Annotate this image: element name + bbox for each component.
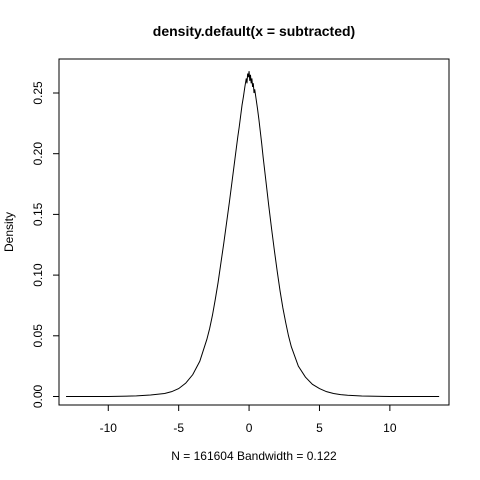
x-tick-label: -10 [100, 421, 118, 435]
x-tick-label: 10 [383, 421, 397, 435]
y-axis-label: Density [2, 212, 16, 252]
plot-frame [58, 58, 450, 406]
y-tick-label: 0.10 [31, 263, 45, 287]
y-tick-label: 0.20 [31, 142, 45, 166]
y-tick-label: 0.25 [31, 81, 45, 105]
x-tick-label: -5 [173, 421, 184, 435]
y-tick-label: 0.15 [31, 202, 45, 226]
y-axis: 0.00 0.05 0.10 0.15 0.20 0.25 [31, 81, 60, 408]
y-tick-label: 0.05 [31, 324, 45, 348]
y-tick-label: 0.00 [31, 384, 45, 408]
x-axis-label: N = 161604 Bandwidth = 0.122 [171, 449, 337, 463]
x-tick-label: 0 [246, 421, 253, 435]
plot-title: density.default(x = subtracted) [153, 23, 355, 39]
density-curve [66, 71, 440, 397]
x-axis: -10 -5 0 5 10 [100, 404, 397, 435]
x-tick-label: 5 [316, 421, 323, 435]
